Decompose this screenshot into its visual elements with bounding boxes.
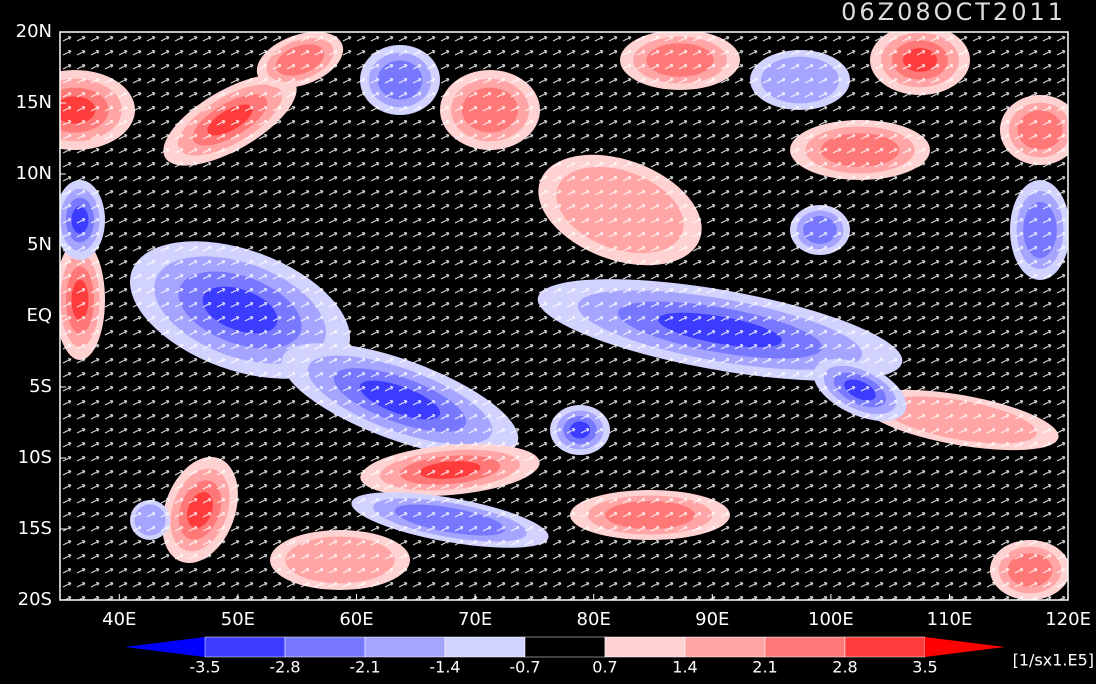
lat-label: 10S — [18, 447, 52, 468]
lat-label: EQ — [26, 305, 52, 326]
colorbar-arrow — [125, 637, 205, 657]
colorbar-label: -3.5 — [189, 658, 220, 677]
axes: 20N 15N 10N 5N EQ 5S 10S 15S 20S 40E 50E 60E 70E 80E 9… — [16, 21, 1091, 630]
colorbar-unit: [1/sx1.E5] — [1013, 651, 1094, 670]
lon-label: 80E — [577, 609, 611, 630]
lon-label: 70E — [458, 609, 492, 630]
lon-label: 100E — [808, 609, 854, 630]
colorbar-label: -0.7 — [509, 658, 540, 677]
colorbar-box — [364, 636, 446, 658]
lon-label: 50E — [221, 609, 255, 630]
colorbar-box — [524, 636, 606, 658]
colorbar-box — [284, 636, 366, 658]
lat-label: 5N — [27, 234, 52, 255]
lon-label: 60E — [339, 609, 373, 630]
colorbar-box — [604, 636, 686, 658]
colorbar-arrow — [925, 637, 1005, 657]
colorbar-label: 1.4 — [672, 658, 697, 677]
colorbar: -3.5 -2.8 -2.1 -1.4 -0.7 0.7 1.4 2.1 2.8 3.5 [1/sx… — [125, 636, 1094, 677]
lon-label: 90E — [695, 609, 729, 630]
colorbar-label: 2.8 — [832, 658, 857, 677]
lon-label: 110E — [927, 609, 973, 630]
colorbar-box — [684, 636, 766, 658]
lat-label: 20S — [18, 589, 52, 610]
lat-label: 15N — [16, 92, 52, 113]
colorbar-label: 0.7 — [592, 658, 617, 677]
lat-label: 15S — [18, 518, 52, 539]
colorbar-label: 2.1 — [752, 658, 777, 677]
colorbar-box — [444, 636, 526, 658]
lon-label: 40E — [102, 609, 136, 630]
colorbar-box — [204, 636, 286, 658]
lat-label: 20N — [16, 21, 52, 42]
colorbar-box — [764, 636, 846, 658]
colorbar-label: 3.5 — [912, 658, 937, 677]
colorbar-label: -2.1 — [349, 658, 380, 677]
lon-label: 120E — [1045, 609, 1091, 630]
wind-vectors — [60, 32, 1068, 600]
lat-label: 10N — [16, 163, 52, 184]
colorbar-label: -1.4 — [429, 658, 460, 677]
colorbar-box — [844, 636, 926, 658]
title: 06Z08OCT2011 — [841, 0, 1066, 26]
lat-label: 5S — [29, 376, 52, 397]
colorbar-label: -2.8 — [269, 658, 300, 677]
